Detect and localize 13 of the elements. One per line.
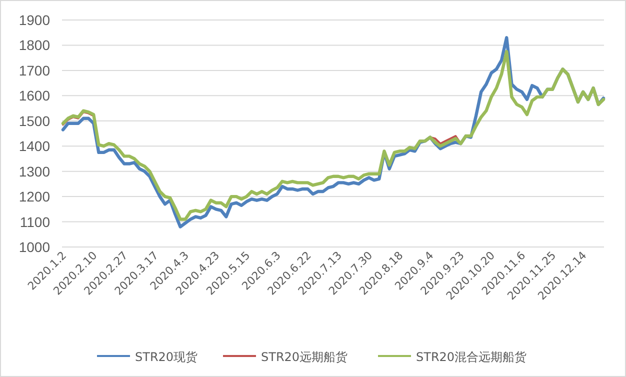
y-tick-label: 1300 [18,163,50,180]
y-tick-label: 1500 [18,112,50,129]
y-tick-label: 1200 [18,188,50,205]
y-tick-label: 1900 [18,12,50,28]
legend-label: STR20混合远期船货 [416,350,527,364]
y-tick-label: 1000 [18,239,50,255]
y-tick-label: 1400 [18,138,50,154]
y-tick-label: 1800 [18,37,50,54]
legend-label: STR20现货 [135,350,198,364]
y-tick-label: 1700 [18,62,50,78]
y-tick-label: 1100 [20,214,50,230]
legend-label: STR20远期船货 [261,350,348,364]
y-tick-label: 1600 [18,88,50,104]
